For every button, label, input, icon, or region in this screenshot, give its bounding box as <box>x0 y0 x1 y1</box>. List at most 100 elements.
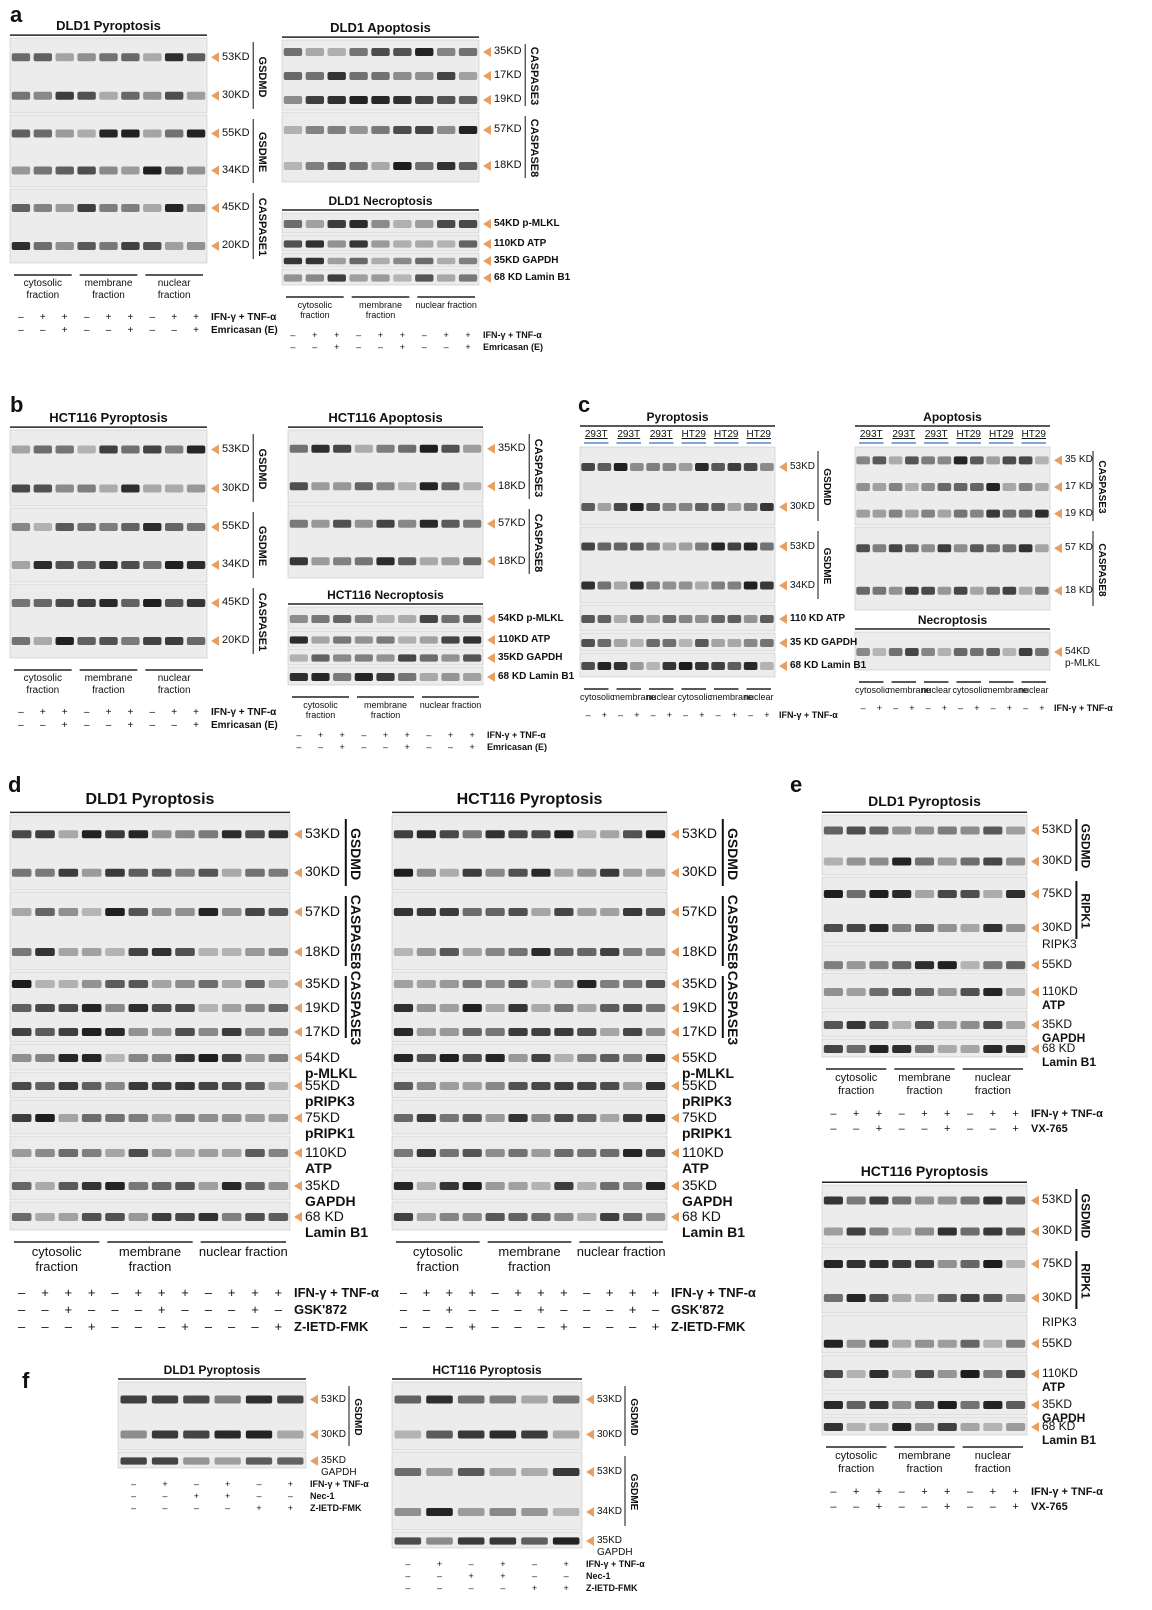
band <box>960 827 979 835</box>
treatment-label: GSK'872 <box>671 1303 724 1317</box>
treatment-sign: – <box>484 1320 507 1334</box>
band <box>728 639 742 647</box>
band <box>1003 648 1017 656</box>
blot-title: HCT116 Pyroptosis <box>392 1364 582 1377</box>
band <box>269 1213 289 1221</box>
marker-label: 57 KD <box>1065 542 1093 553</box>
band <box>441 654 459 661</box>
protein-label: CASPASE3 <box>1096 460 1106 513</box>
band <box>679 615 693 623</box>
band <box>486 1082 505 1090</box>
band <box>82 1082 102 1090</box>
band <box>856 544 870 552</box>
fraction-label: cytosolic fraction <box>10 278 76 301</box>
band <box>165 92 183 100</box>
band <box>824 1294 843 1302</box>
band <box>915 1340 934 1348</box>
band <box>143 523 161 531</box>
band <box>869 1260 888 1268</box>
band <box>892 1228 911 1236</box>
marker-arrow <box>671 1181 679 1191</box>
band <box>938 1260 957 1268</box>
band <box>199 1082 219 1090</box>
band <box>99 53 117 61</box>
band <box>486 1182 505 1190</box>
blot-title: Necroptosis <box>855 614 1050 627</box>
band <box>598 662 612 670</box>
band <box>915 858 934 866</box>
marker-arrow <box>294 829 302 839</box>
band <box>417 948 436 956</box>
band <box>938 456 952 464</box>
band <box>824 961 843 969</box>
marker-arrow <box>483 256 491 266</box>
band <box>598 463 612 471</box>
treatment-label: IFN-γ + TNF-α <box>1054 704 1113 714</box>
marker-arrow <box>1031 1259 1039 1269</box>
band <box>59 948 79 956</box>
protein-label: GSDMD <box>1079 824 1091 869</box>
marker-arrow <box>310 1395 318 1405</box>
band <box>12 92 30 100</box>
band <box>77 130 95 138</box>
treatment-sign: – <box>103 1286 126 1300</box>
fraction-label: membrane fraction <box>348 300 414 321</box>
treatment-sign: + <box>598 1286 621 1300</box>
panel-label: f <box>22 1368 29 1394</box>
marker-label: 30KD <box>682 864 717 879</box>
band <box>1006 924 1025 932</box>
treatment-sign: – <box>392 1286 415 1300</box>
band <box>598 639 612 647</box>
band <box>290 636 308 643</box>
treatment-sign: – <box>890 1108 913 1120</box>
band <box>105 1149 125 1157</box>
band <box>554 1028 573 1036</box>
band <box>889 456 903 464</box>
band <box>938 1294 957 1302</box>
treatment-sign: – <box>10 1320 33 1334</box>
treatment-sign: – <box>598 1303 621 1317</box>
band <box>577 830 596 838</box>
band <box>35 1028 55 1036</box>
fraction-label: cytosolic fraction <box>822 1072 890 1097</box>
band <box>892 988 911 996</box>
fraction-label: membrane fraction <box>353 700 418 721</box>
marker-label: 30KD <box>790 501 815 512</box>
band <box>554 1114 573 1122</box>
band <box>56 204 74 212</box>
band <box>463 445 481 453</box>
band <box>306 220 324 228</box>
band <box>187 92 205 100</box>
treatment-sign: + <box>868 1108 891 1120</box>
band <box>553 1508 580 1516</box>
band <box>983 1401 1002 1409</box>
marker-label: 53KD <box>682 826 717 841</box>
treatment-sign: – <box>181 1504 212 1514</box>
band <box>695 463 709 471</box>
band <box>486 1054 505 1062</box>
band <box>415 48 433 56</box>
band <box>600 1004 619 1012</box>
treatment-sign: – <box>98 325 120 336</box>
band <box>222 1028 242 1036</box>
protein-label: CASPASE3 <box>528 47 539 105</box>
band <box>508 830 527 838</box>
band <box>349 162 367 170</box>
band <box>623 830 642 838</box>
band <box>554 908 573 916</box>
band <box>856 456 870 464</box>
band <box>121 53 139 61</box>
treatment-sign: – <box>220 1320 243 1334</box>
band <box>983 1197 1002 1205</box>
protein-name: Lamin B1 <box>305 1225 368 1240</box>
treatment-sign: – <box>913 1123 936 1135</box>
treatment-sign: – <box>10 312 32 323</box>
protein-label: GSDMD <box>256 449 267 490</box>
band <box>824 1260 843 1268</box>
marker-arrow <box>586 1467 594 1477</box>
marker-label: 30KD <box>1042 854 1072 867</box>
treatment-sign: – <box>953 704 969 714</box>
band <box>847 1401 866 1409</box>
band <box>744 543 758 551</box>
band <box>311 557 329 565</box>
